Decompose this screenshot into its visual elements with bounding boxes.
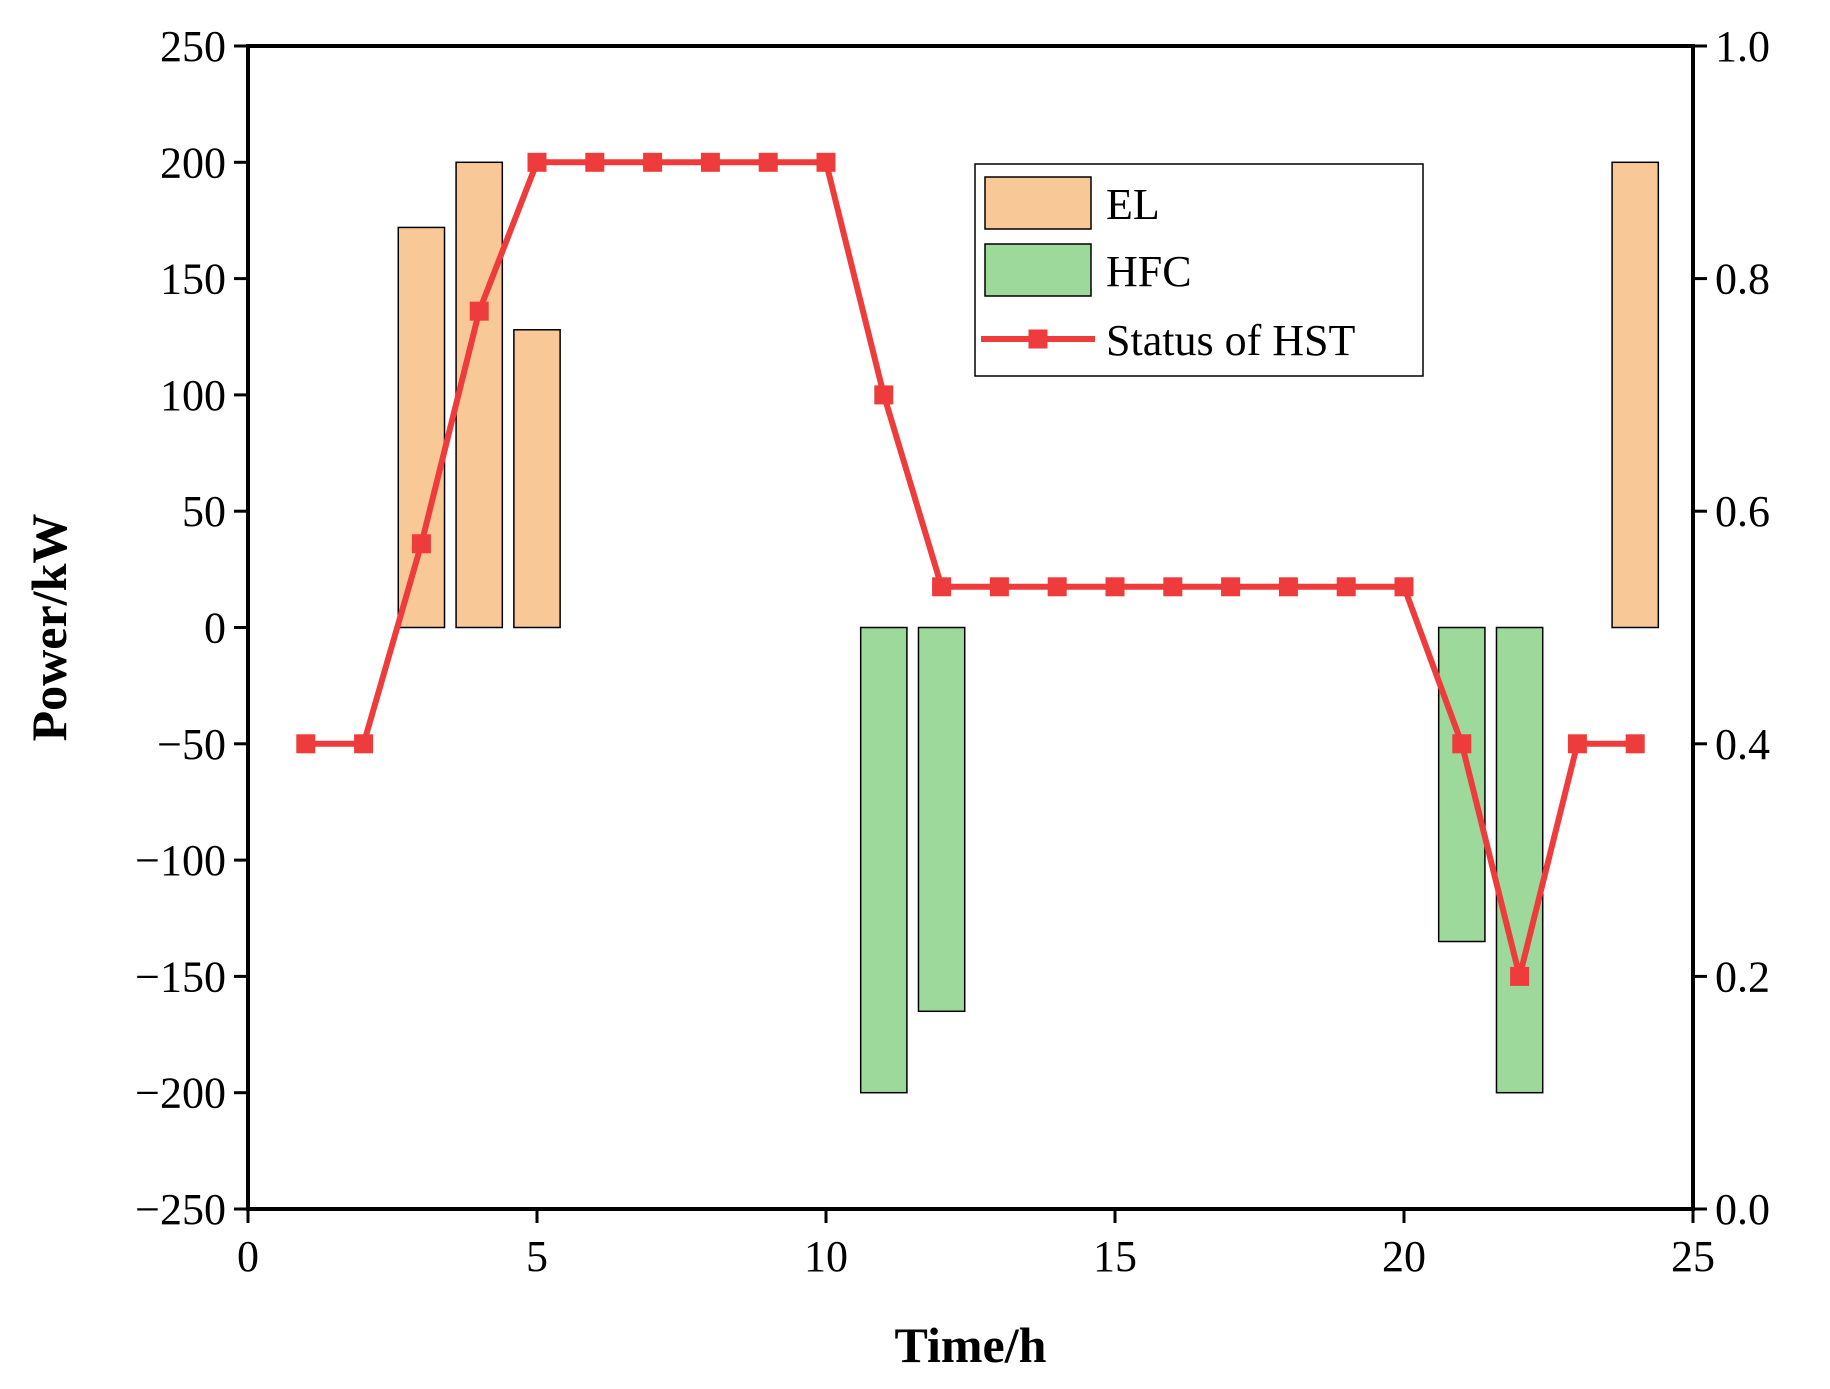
el-bar [513, 329, 561, 629]
hfc-bar [1437, 626, 1486, 943]
hst-status-marker [1336, 577, 1356, 597]
y-tick-label: 150 [160, 255, 226, 304]
hst-status-marker [1394, 577, 1414, 597]
legend-swatch-el [984, 176, 1092, 230]
x-tick-label: 0 [237, 1232, 259, 1281]
hst-status-marker [1163, 577, 1183, 597]
hst-status-marker [874, 385, 894, 405]
hst-status-marker [1278, 577, 1298, 597]
hst-status-marker [469, 301, 489, 321]
y-tick-label: −50 [157, 720, 226, 769]
y-tick-label: −150 [135, 952, 226, 1001]
hst-status-marker [296, 734, 316, 754]
legend-label-hst: Status of HST [1106, 316, 1355, 365]
legend-swatch-hfc [984, 243, 1092, 297]
hst-status-marker [1105, 577, 1125, 597]
y2-tick-label: 1.0 [1715, 22, 1770, 71]
y-tick-label: 200 [160, 138, 226, 187]
x-tick-label: 25 [1671, 1232, 1715, 1281]
x-tick-label: 15 [1093, 1232, 1137, 1281]
hst-status-marker [1047, 577, 1067, 597]
hst-status-marker [1452, 734, 1472, 754]
hst-status-marker [1510, 966, 1530, 986]
hst-status-marker [758, 152, 778, 172]
y2-tick-label: 0.8 [1715, 255, 1770, 304]
y-tick-label: 50 [182, 487, 226, 536]
hst-status-marker [1567, 734, 1587, 754]
x-tick-label: 20 [1382, 1232, 1426, 1281]
y2-tick-label: 0.2 [1715, 952, 1770, 1001]
y-tick-label: 0 [204, 604, 226, 653]
y-tick-label: −250 [135, 1185, 226, 1234]
y-axis-title: Power/kW [21, 514, 77, 742]
legend-swatch-marker [1028, 329, 1048, 349]
hst-status-marker [354, 734, 374, 754]
hst-status-marker [643, 152, 663, 172]
hfc-bar [1495, 626, 1544, 1094]
hst-status-marker [816, 152, 836, 172]
y2-tick-label: 0.0 [1715, 1185, 1770, 1234]
y-tick-label: 100 [160, 371, 226, 420]
ticks-layer: 0 5 10 15 20 25 250 200 150 100 50 0 −50 −100 −150 −200… [135, 22, 1770, 1281]
legend: EL HFC Status of HST [974, 163, 1424, 377]
hst-status-marker [700, 152, 720, 172]
legend-label-hfc: HFC [1106, 247, 1192, 296]
hst-status-marker [411, 534, 431, 554]
y-tick-label: −200 [135, 1069, 226, 1118]
hst-status-marker [932, 577, 952, 597]
y2-tick-label: 0.4 [1715, 720, 1770, 769]
hst-status-marker [527, 152, 547, 172]
hfc-bar [917, 626, 966, 1013]
el-bar [1611, 161, 1660, 629]
line-layer [296, 152, 1645, 986]
y-tick-label: −100 [135, 836, 226, 885]
el-bar [455, 161, 504, 629]
axis-titles: Time/h Power/kW [21, 514, 1047, 1373]
hst-status-marker [1625, 734, 1645, 754]
x-axis-title: Time/h [895, 1317, 1047, 1373]
y-tick-label: 250 [160, 22, 226, 71]
el-bar [397, 226, 446, 629]
y2-tick-label: 0.6 [1715, 487, 1770, 536]
hst-status-line [305, 159, 1636, 978]
legend-label-el: EL [1106, 180, 1160, 229]
hfc-bar [859, 626, 908, 1094]
x-tick-label: 10 [804, 1232, 848, 1281]
bars-layer [397, 161, 1660, 1094]
hst-status-marker [1221, 577, 1241, 597]
hst-status-marker [989, 577, 1009, 597]
hst-status-marker [585, 152, 605, 172]
x-tick-label: 5 [526, 1232, 548, 1281]
